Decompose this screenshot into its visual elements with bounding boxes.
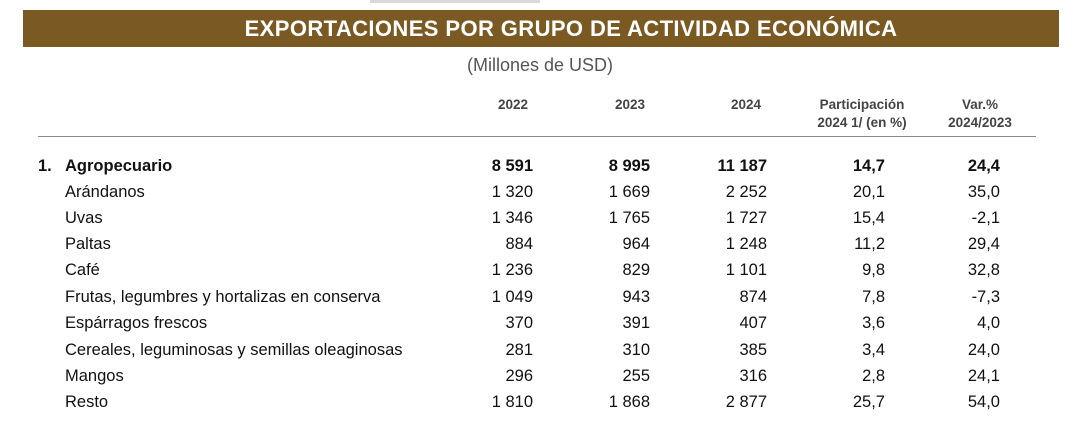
- header-2022: 2022: [497, 97, 529, 112]
- cell-2023: 8 995: [608, 157, 650, 175]
- page-title: EXPORTACIONES POR GRUPO DE ACTIVIDAD ECO…: [244, 15, 898, 41]
- table-row: Paltas 884 964 1 248 11,2 29,4: [0, 231, 1080, 257]
- row-label: Café: [65, 261, 100, 279]
- cell-variacion: -7,3: [971, 288, 1000, 306]
- row-label: Uvas: [65, 209, 103, 227]
- cell-2022: 1 049: [491, 288, 533, 306]
- row-label: Paltas: [65, 235, 111, 253]
- header-2023: 2023: [614, 97, 646, 112]
- cell-2022: 1 346: [491, 209, 533, 227]
- cell-2024: 1 101: [725, 261, 767, 279]
- row-label: Cereales, leguminosas y semillas oleagin…: [65, 341, 403, 359]
- cell-2022: 8 591: [491, 157, 533, 175]
- cell-2024: 407: [739, 314, 767, 332]
- cell-participacion: 14,7: [852, 157, 885, 175]
- row-number: 1.: [38, 157, 52, 175]
- cell-2024: 2 252: [725, 183, 767, 201]
- cell-2022: 1 320: [491, 183, 533, 201]
- cell-2022: 370: [505, 314, 533, 332]
- header-participacion-line1: Participación: [819, 97, 905, 112]
- table-row: Espárragos frescos 370 391 407 3,6 4,0: [0, 310, 1080, 336]
- table-row: Frutas, legumbres y hortalizas en conser…: [0, 284, 1080, 310]
- cell-variacion: 4,0: [977, 314, 1000, 332]
- table-row: Café 1 236 829 1 101 9,8 32,8: [0, 257, 1080, 283]
- row-label: Espárragos frescos: [65, 314, 208, 332]
- table-row: Resto 1 810 1 868 2 877 25,7 54,0: [0, 389, 1080, 415]
- cell-participacion: 15,4: [852, 209, 885, 227]
- cell-participacion: 7,8: [862, 288, 885, 306]
- table-row: Mangos 296 255 316 2,8 24,1: [0, 363, 1080, 389]
- cell-2023: 310: [622, 341, 650, 359]
- subtitle: (Millones de USD): [466, 55, 614, 75]
- cell-variacion: 24,1: [967, 367, 1000, 385]
- header-variacion: Var.% 2024/2023: [925, 96, 1035, 132]
- row-label: Mangos: [65, 367, 124, 385]
- cell-2023: 1 868: [608, 393, 650, 411]
- cell-2024: 2 877: [725, 393, 767, 411]
- cell-participacion: 20,1: [852, 183, 885, 201]
- cell-participacion: 3,4: [862, 341, 885, 359]
- cell-2022: 1 236: [491, 261, 533, 279]
- row-label: Arándanos: [65, 183, 145, 201]
- row-label: Frutas, legumbres y hortalizas en conser…: [65, 288, 381, 306]
- cell-2022: 1 810: [491, 393, 533, 411]
- cell-variacion: -2,1: [971, 209, 1000, 227]
- cell-2023: 829: [622, 261, 650, 279]
- table-row-total: 1. Agropecuario 8 591 8 995 11 187 14,7 …: [0, 153, 1080, 179]
- cell-2024: 1 727: [725, 209, 767, 227]
- cell-2023: 1 669: [608, 183, 650, 201]
- table-row: Uvas 1 346 1 765 1 727 15,4 -2,1: [0, 205, 1080, 231]
- cell-2024: 11 187: [717, 157, 767, 175]
- row-label: Resto: [65, 393, 109, 411]
- cell-2023: 943: [622, 288, 650, 306]
- cell-variacion: 24,0: [967, 341, 1000, 359]
- header-2024: 2024: [730, 97, 762, 112]
- title-banner: EXPORTACIONES POR GRUPO DE ACTIVIDAD ECO…: [23, 10, 1059, 47]
- cell-2024: 1 248: [725, 235, 767, 253]
- cell-2022: 884: [505, 235, 533, 253]
- cell-variacion: 54,0: [967, 393, 1000, 411]
- cell-participacion: 11,2: [854, 235, 885, 253]
- table-row: Arándanos 1 320 1 669 2 252 20,1 35,0: [0, 179, 1080, 205]
- cell-2024: 316: [739, 367, 767, 385]
- cell-variacion: 32,8: [967, 261, 1000, 279]
- table-row: Cereales, leguminosas y semillas oleagin…: [0, 337, 1080, 363]
- cell-2023: 1 765: [608, 209, 650, 227]
- header-variacion-line1: Var.%: [961, 97, 999, 112]
- cell-2022: 296: [505, 367, 533, 385]
- row-label: Agropecuario: [65, 157, 173, 175]
- header-participacion: Participación 2024 1/ (en %): [792, 96, 932, 132]
- cell-variacion: 35,0: [967, 183, 1000, 201]
- header-participacion-line2: 2024 1/ (en %): [817, 115, 907, 130]
- cell-2024: 385: [739, 341, 767, 359]
- cell-participacion: 2,8: [862, 367, 885, 385]
- cell-participacion: 3,6: [862, 314, 885, 332]
- top-divider: [370, 0, 540, 3]
- header-divider: [38, 136, 1036, 137]
- cell-2023: 255: [622, 367, 650, 385]
- header-variacion-line2: 2024/2023: [948, 115, 1012, 130]
- cell-2024: 874: [739, 288, 767, 306]
- cell-variacion: 24,4: [967, 157, 1000, 175]
- cell-2023: 964: [622, 235, 650, 253]
- cell-variacion: 29,4: [967, 235, 1000, 253]
- cell-2022: 281: [505, 341, 533, 359]
- cell-2023: 391: [622, 314, 650, 332]
- cell-participacion: 25,7: [852, 393, 885, 411]
- cell-participacion: 9,8: [862, 261, 885, 279]
